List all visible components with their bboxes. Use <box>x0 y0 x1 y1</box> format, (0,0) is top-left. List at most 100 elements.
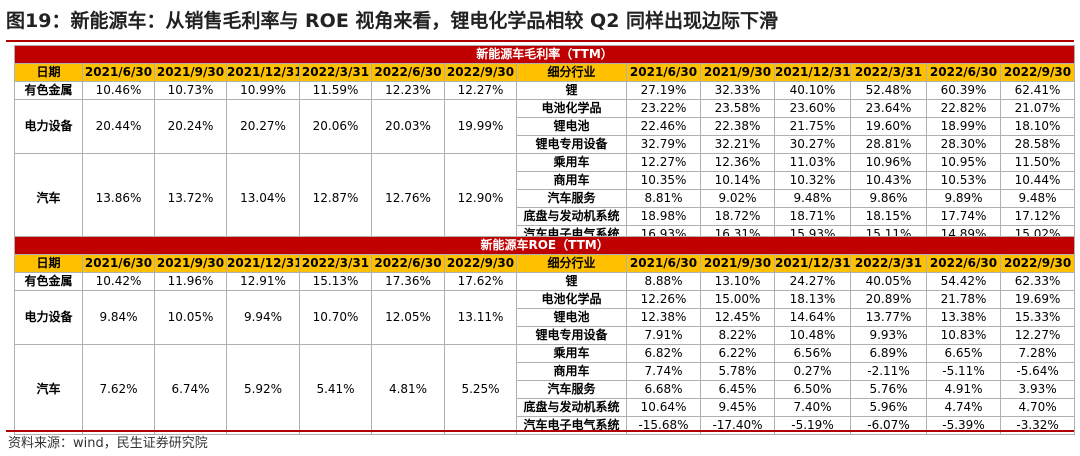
column-header: 2021/6/30 <box>626 254 701 273</box>
sub-industry-value: 12.38% <box>626 308 701 327</box>
sub-industry-value: 19.60% <box>850 117 927 136</box>
sub-industry-value: 9.86% <box>850 189 927 208</box>
industry-value: 10.99% <box>226 81 300 100</box>
sub-industry-value: 22.46% <box>626 117 701 136</box>
sub-industry-value: 0.27% <box>774 362 851 381</box>
sub-industry-value: 10.32% <box>774 171 851 190</box>
sub-industry-value: 28.81% <box>850 135 927 154</box>
industry-value: 10.05% <box>154 290 227 345</box>
sub-industry-value: 7.40% <box>774 398 851 417</box>
column-header: 日期 <box>14 254 83 273</box>
sub-industry-value: 22.38% <box>700 117 775 136</box>
column-header: 2022/6/30 <box>926 63 1001 82</box>
sub-industry-value: 23.58% <box>700 99 775 118</box>
industry-value: 20.06% <box>299 99 372 154</box>
sub-industry-value: 22.82% <box>926 99 1001 118</box>
sub-industry-label: 电池化学品 <box>516 99 627 118</box>
table-row: 电力设备 20.44% 20.24% 20.27% 20.06% 20.03% 19.99%… <box>14 99 1075 154</box>
section-band-title: 新能源车毛利率（TTM） <box>14 45 1075 64</box>
sub-industry-value: 18.98% <box>626 207 701 226</box>
industry-label: 汽车 <box>14 344 83 435</box>
section-band-title: 新能源车ROE（TTM） <box>13 236 1076 255</box>
table-row: 锂电专用设备 32.79% 32.21% 30.27% 28.81% 28.30% 28.5… <box>15 135 1075 154</box>
sub-industry-value: 32.33% <box>700 81 775 100</box>
sub-industry-value: 3.93% <box>999 380 1076 399</box>
industry-value: 20.03% <box>371 99 445 154</box>
table-row: 锂电专用设备 7.91% 8.22% 10.48% 9.93% 10.83% 12.27% <box>15 326 1076 345</box>
column-header: 2022/9/30 <box>1000 63 1075 82</box>
sub-industry-value: 10.53% <box>926 171 1001 190</box>
sub-industry-value: 14.64% <box>774 308 851 327</box>
sub-industry-label: 汽车服务 <box>516 189 627 208</box>
sub-industry-value: 13.10% <box>700 272 775 291</box>
sub-industry-value: -2.11% <box>850 362 927 381</box>
table-row: 有色金属 10.42% 11.96% 12.91% 15.13% 17.36% 17.62%… <box>14 272 1076 291</box>
header-row: 日期 2021/6/30 2021/9/30 2021/12/31 2022/3/31 2… <box>14 63 1075 82</box>
industry-label: 电力设备 <box>14 99 83 154</box>
sub-industry-value: 8.22% <box>700 326 775 345</box>
column-header: 2022/3/31 <box>299 254 372 273</box>
sub-industry-value: 20.89% <box>850 290 927 309</box>
industry-value: 5.41% <box>299 344 372 435</box>
column-header: 2022/9/30 <box>999 254 1076 273</box>
sub-industry-value: -5.64% <box>999 362 1076 381</box>
industry-value: 4.81% <box>371 344 445 435</box>
sub-industry-value: 13.77% <box>850 308 927 327</box>
column-header: 2021/6/30 <box>626 63 701 82</box>
sub-industry-value: 21.75% <box>774 117 851 136</box>
sub-industry-value: 32.79% <box>626 135 701 154</box>
industry-value: 7.62% <box>82 344 155 435</box>
sub-industry-value: 19.69% <box>999 290 1076 309</box>
industry-value: 20.44% <box>82 99 155 154</box>
column-header: 2021/9/30 <box>154 63 227 82</box>
sub-industry-value: 9.02% <box>700 189 775 208</box>
sub-industry-value: 12.45% <box>700 308 775 327</box>
sub-industry-value: 15.33% <box>999 308 1076 327</box>
sub-industry-label: 锂 <box>516 272 627 291</box>
section-band-row: 新能源车ROE（TTM） <box>13 236 1076 255</box>
column-header: 细分行业 <box>516 63 627 82</box>
table-row: 汽车 13.86% 13.72% 13.04% 12.87% 12.76% 12.90% 乘用… <box>14 153 1075 244</box>
industry-value: 12.27% <box>444 81 517 100</box>
sub-industry-value: 5.78% <box>700 362 775 381</box>
sub-industry-value: 21.78% <box>926 290 1001 309</box>
table-row: 商用车 10.35% 10.14% 10.32% 10.43% 10.53% 10.44% <box>15 171 1075 190</box>
sub-industry-value: 6.56% <box>774 344 851 363</box>
sub-industry-label: 底盘与发动机系统 <box>516 398 627 417</box>
industry-value: 17.62% <box>444 272 517 291</box>
industry-value: 5.92% <box>226 344 300 435</box>
industry-value: 13.72% <box>154 153 227 244</box>
sub-industry-value: 18.71% <box>774 207 851 226</box>
sub-industry-value: 62.41% <box>1000 81 1075 100</box>
sub-industry-label: 商用车 <box>516 171 627 190</box>
industry-value: 12.05% <box>371 290 445 345</box>
sub-industry-value: 7.74% <box>626 362 701 381</box>
sub-industry-label: 锂电专用设备 <box>516 135 627 154</box>
sub-industry-label: 商用车 <box>516 362 627 381</box>
sub-industry-value: 12.27% <box>999 326 1076 345</box>
sub-industry-value: 5.96% <box>850 398 927 417</box>
sub-industry-value: 6.82% <box>626 344 701 363</box>
column-header: 2022/6/30 <box>371 63 445 82</box>
industry-value: 20.27% <box>226 99 300 154</box>
sub-industry-value: 23.22% <box>626 99 701 118</box>
sub-industry-value: 9.45% <box>700 398 775 417</box>
sub-industry-value: 28.58% <box>1000 135 1075 154</box>
sub-industry-label: 乘用车 <box>516 344 627 363</box>
sub-industry-value: 10.95% <box>926 153 1001 172</box>
sub-industry-value: 62.33% <box>999 272 1076 291</box>
sub-industry-value: 17.74% <box>926 207 1001 226</box>
column-header: 日期 <box>14 63 83 82</box>
industry-value: 13.86% <box>82 153 155 244</box>
industry-value: 10.70% <box>299 290 372 345</box>
column-header: 2022/9/30 <box>444 63 517 82</box>
column-header: 2022/6/30 <box>926 254 1001 273</box>
column-header: 2021/9/30 <box>700 63 775 82</box>
sub-industry-value: 9.48% <box>774 189 851 208</box>
sub-industry-value: 18.15% <box>850 207 927 226</box>
column-header: 2021/12/31 <box>774 63 851 82</box>
sub-industry-value: 6.65% <box>926 344 1001 363</box>
table-row: 汽车 7.62% 6.74% 5.92% 5.41% 4.81% 5.25% 乘用车 6.82%… <box>14 344 1076 435</box>
sub-industry-value: 11.50% <box>1000 153 1075 172</box>
column-header: 2022/3/31 <box>850 63 927 82</box>
